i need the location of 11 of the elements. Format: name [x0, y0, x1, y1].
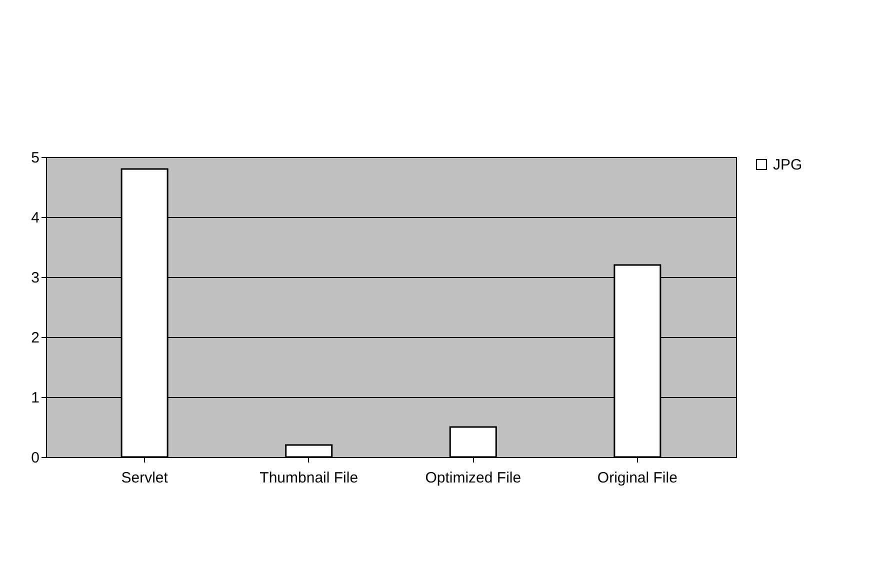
y-tick-label: 1 [31, 390, 40, 406]
x-tick-label: Original File [597, 470, 678, 486]
y-tick-label: 4 [31, 210, 40, 226]
legend-label: JPG [773, 156, 802, 174]
y-tick-label: 3 [31, 270, 40, 286]
y-tick-label: 0 [31, 450, 40, 466]
y-tick-label: 2 [31, 330, 40, 346]
x-tick-label: Servlet [121, 470, 169, 486]
x-tick-label: Thumbnail File [260, 470, 358, 486]
x-tick-label: Optimized File [425, 470, 522, 486]
y-tick-label: 5 [31, 150, 40, 166]
